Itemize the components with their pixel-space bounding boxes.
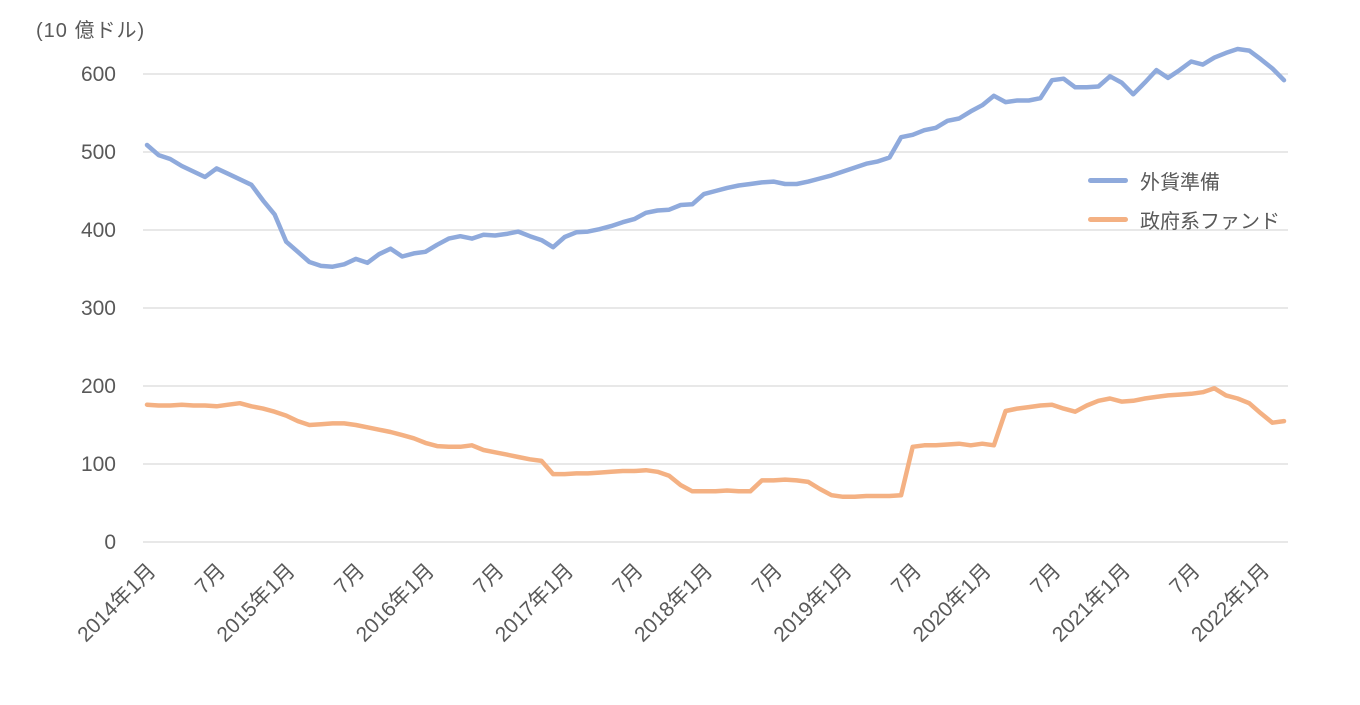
fx-reserves-label: 外貨準備 bbox=[1140, 172, 1220, 194]
legend-item-fx-reserves: 外貨準備 bbox=[1088, 166, 1280, 195]
y-tick-label: 300 bbox=[81, 297, 116, 320]
x-tick-label: 7月 bbox=[1026, 559, 1065, 598]
y-tick-label: 500 bbox=[81, 141, 116, 164]
y-tick-label: 200 bbox=[81, 375, 116, 398]
y-tick-label: 400 bbox=[81, 219, 116, 242]
x-tick-label: 7月 bbox=[748, 559, 787, 598]
x-tick-label: 7月 bbox=[191, 559, 230, 598]
y-axis-unit-label: (10 億ドル) bbox=[36, 20, 146, 42]
legend: 外貨準備 政府系ファンド bbox=[1088, 166, 1280, 234]
sovereign-fund-swatch bbox=[1088, 217, 1128, 222]
sovereign-fund-label: 政府系ファンド bbox=[1140, 211, 1280, 233]
legend-item-sovereign-fund: 政府系ファンド bbox=[1088, 205, 1280, 234]
x-tick-label: 7月 bbox=[469, 559, 508, 598]
x-tick-label: 7月 bbox=[887, 559, 926, 598]
x-tick-label: 7月 bbox=[608, 559, 647, 598]
x-tick-label: 7月 bbox=[330, 559, 369, 598]
fx-reserves-line bbox=[144, 46, 1287, 269]
fx-reserves-swatch bbox=[1088, 178, 1128, 183]
y-tick-label: 100 bbox=[81, 453, 116, 476]
sovereign-fund-line bbox=[144, 386, 1287, 500]
x-tick-label: 2014年1月 bbox=[73, 559, 160, 646]
y-tick-label: 600 bbox=[81, 63, 116, 86]
y-tick-label: 0 bbox=[104, 531, 116, 554]
x-tick-label: 7月 bbox=[1165, 559, 1204, 598]
